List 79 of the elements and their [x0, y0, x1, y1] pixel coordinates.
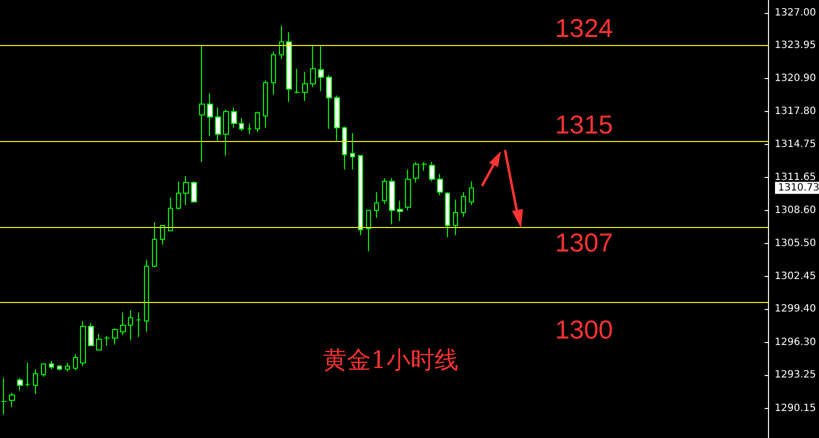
candlestick — [223, 109, 229, 156]
candlestick — [382, 178, 387, 204]
candlestick — [1, 377, 7, 415]
y-tick-label: 1317.80 — [774, 106, 816, 118]
candlestick — [104, 336, 110, 346]
candlestick — [421, 162, 427, 172]
y-tick-label: 1308.60 — [774, 204, 816, 216]
candlestick — [239, 118, 244, 132]
candlestick — [429, 162, 435, 182]
candlestick — [112, 328, 118, 346]
candlestick — [286, 32, 292, 102]
candlestick — [183, 176, 189, 206]
candlestick — [17, 377, 23, 392]
candlestick — [96, 333, 102, 350]
candlestick — [326, 74, 332, 130]
candlestick — [144, 259, 149, 332]
candlestick — [279, 25, 284, 60]
candlestick — [136, 312, 141, 338]
candlestick — [57, 364, 62, 371]
y-tick-label: 1327.00 — [774, 7, 816, 18]
y-tick-label: 1323.95 — [774, 40, 816, 52]
candlestick — [215, 106, 221, 142]
candlestick — [358, 155, 363, 236]
candlestick — [445, 192, 450, 238]
candlestick — [160, 224, 165, 246]
candlestick — [271, 51, 276, 95]
candlestick — [350, 132, 355, 170]
candlestick — [397, 200, 403, 222]
y-tick-label: 1305.50 — [774, 238, 816, 250]
candlestick — [413, 162, 419, 183]
y-tick-label: 1290.15 — [774, 402, 816, 414]
candlestick — [366, 210, 371, 252]
candlestick — [65, 362, 70, 372]
candlestick — [469, 180, 474, 206]
candlestick — [88, 322, 94, 346]
candlestick — [437, 173, 443, 196]
candlestick — [168, 197, 173, 232]
ref-line-label: 1300 — [555, 314, 613, 345]
candlestick — [41, 363, 46, 378]
candlestick — [33, 368, 38, 394]
candlestick — [199, 46, 205, 163]
candlestick — [128, 310, 133, 341]
candlestick — [231, 106, 237, 128]
y-tick-label: 1302.45 — [774, 270, 816, 282]
candlestick — [263, 80, 268, 128]
candlestick — [152, 222, 157, 268]
candlestick — [342, 126, 347, 170]
candlestick — [247, 122, 252, 135]
candlestick — [334, 95, 340, 142]
candlestick — [9, 392, 15, 408]
candlestick — [207, 92, 213, 137]
candlestick — [120, 312, 126, 336]
candlestick — [255, 111, 260, 133]
candlestick — [73, 354, 78, 371]
candlestick — [80, 320, 86, 367]
candlestick — [318, 46, 324, 92]
y-tick-label: 1299.40 — [774, 304, 816, 315]
candlestick — [294, 68, 300, 94]
candlestick — [461, 192, 466, 218]
candlestick — [453, 199, 458, 236]
text: 黄金1小时线 — [323, 346, 458, 374]
ref-line-label: 1307 — [555, 228, 613, 258]
y-tick-label: 1293.25 — [774, 370, 816, 381]
candlestick — [191, 180, 197, 202]
text: 1310.73 — [778, 182, 819, 194]
candlestick — [49, 360, 54, 370]
y-tick-label: 1314.75 — [774, 138, 816, 150]
candlestick — [302, 71, 308, 102]
candlestick — [310, 46, 316, 88]
y-tick-label: 1320.90 — [774, 72, 816, 84]
candlestick — [374, 192, 379, 218]
y-tick-label: 1296.30 — [774, 336, 816, 348]
candlestick — [405, 169, 411, 211]
ref-line-label: 1324 — [555, 13, 613, 44]
ref-line-label: 1315 — [555, 110, 613, 140]
candlestick — [25, 362, 30, 387]
candlestick — [389, 178, 395, 225]
candlestick — [176, 180, 181, 210]
y-tick-label: 1311.65 — [774, 172, 816, 184]
